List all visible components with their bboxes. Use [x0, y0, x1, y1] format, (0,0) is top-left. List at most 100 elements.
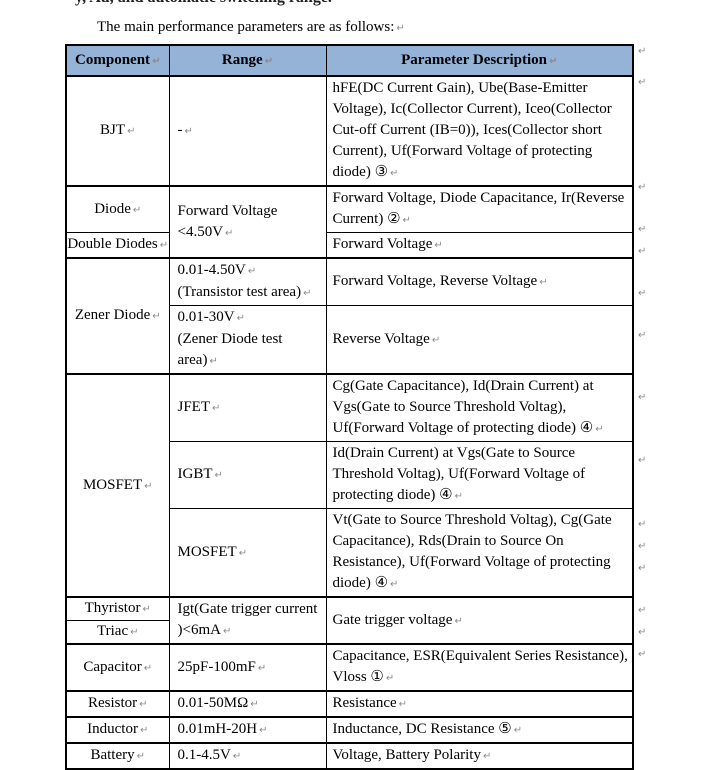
cell-range-jfet: JFET ↵ — [168, 373, 327, 442]
cell-mark: ↵ — [142, 604, 151, 615]
cell-mark: ↵ — [212, 403, 221, 414]
cell-mark: ↵ — [257, 662, 267, 674]
cell-mark: ↵ — [482, 751, 492, 762]
cell-description-jfet: Cg(Gate Capacitance), Id(Drain Current) … — [325, 373, 634, 442]
row-end-mark: ↵ — [638, 627, 647, 638]
cell-mark: ↵ — [431, 334, 441, 346]
intro-text: The main performance parameters are as f… — [97, 19, 395, 35]
row-end-mark: ↵ — [638, 46, 647, 57]
cell-component-double-diodes: Double Diodes ↵ — [65, 232, 170, 259]
row-battery: Battery ↵ 0.1-4.5V ↵ Voltage, Battery Pola… — [65, 742, 634, 770]
row-end-mark: ↵ — [638, 519, 647, 530]
cell-description-battery: Voltage, Battery Polarity ↵ — [325, 742, 634, 770]
cell-range-resistor: 0.01-50MΩ ↵ — [168, 690, 327, 718]
cell-mark: ↵ — [139, 725, 149, 736]
cell-range-zener-1: 0.01-4.50V ↵ (Transistor test area) ↵ — [168, 257, 327, 306]
cell-mark: ↵ — [247, 266, 257, 277]
row-end-mark: ↵ — [638, 455, 647, 466]
cell-mark: ↵ — [398, 699, 408, 710]
cell-range-diode-group: Forward Voltage <4.50V ↵ — [168, 185, 327, 259]
cell-description-mosfet: Vt(Gate to Source Threshold Voltag), Cg(… — [325, 508, 634, 598]
cell-range-inductor: 0.01mH-20H ↵ — [168, 716, 327, 744]
cell-mark: ↵ — [390, 168, 399, 179]
clipped-top-line-text: y, Au, and automatic switching range. — [75, 0, 635, 7]
cell-range-thyristor-triac: Igt(Gate trigger current )<6mA ↵ — [168, 596, 327, 645]
cell-description-zener-2: Reverse Voltage ↵ — [325, 305, 634, 375]
row-end-mark: ↵ — [638, 392, 647, 403]
cell-component-battery: Battery ↵ — [65, 742, 170, 770]
row-zener-1: Zener Diode ↵ 0.01-4.50V ↵ (Transistor tes… — [65, 257, 634, 375]
cell-mark: ↵ — [144, 480, 153, 492]
cell-mark: ↵ — [152, 311, 161, 322]
cell-mark: ↵ — [130, 627, 139, 638]
cell-mark: ↵ — [136, 751, 146, 762]
cell-mark: ↵ — [159, 240, 169, 251]
cell-range-battery: 0.1-4.5V ↵ — [168, 742, 327, 770]
row-end-mark: ↵ — [638, 605, 647, 616]
cell-mark: ↵ — [127, 126, 136, 137]
cell-mark: ↵ — [250, 699, 259, 710]
row-resistor: Resistor ↵ 0.01-50MΩ ↵ Resistance ↵ — [65, 690, 634, 718]
cell-mark: ↵ — [143, 662, 153, 674]
row-mosfet: MOSFET ↵ Vt(Gate to Source Threshold Volt… — [66, 508, 634, 598]
cell-mark: ↵ — [238, 547, 248, 559]
cell-description-resistor: Resistance ↵ — [325, 690, 634, 718]
row-end-mark: ↵ — [638, 563, 647, 574]
row-inductor: Inductor ↵ 0.01mH-20H ↵ Inductance, DC Res… — [65, 716, 634, 744]
table-header-row: Component ↵ Range ↵ Parameter Description ↵ — [65, 44, 634, 77]
document-page: { "document": { "top_clipped_line": "y, … — [65, 0, 647, 770]
cell-mark: ↵ — [152, 55, 161, 67]
cell-description-bjt: hFE(DC Current Gain), Ube(Base-Emitter V… — [325, 75, 634, 187]
clipped-top-line: y, Au, and automatic switching range. — [75, 0, 635, 8]
cell-component-resistor: Resistor ↵ — [65, 690, 170, 718]
row-end-mark: ↵ — [638, 541, 647, 552]
cell-range-zener-2: 0.01-30V ↵ (Zener Diode test area) ↵ — [168, 305, 327, 375]
row-end-mark: ↵ — [638, 182, 647, 193]
cell-description-diode: Forward Voltage, Diode Capacitance, Ir(R… — [325, 185, 634, 233]
paragraph-mark: ↵ — [396, 23, 405, 34]
row-bjt: BJT ↵ - ↵ hFE(DC Current Gain), Ube(Base-E… — [65, 75, 634, 187]
cell-range-bjt: - ↵ — [168, 75, 327, 187]
cell-mark: ↵ — [264, 55, 274, 67]
cell-description-zener-1: Forward Voltage, Reverse Voltage ↵ — [325, 257, 634, 306]
cell-mark: ↵ — [214, 470, 223, 481]
cell-component-triac: Triac ↵ — [65, 620, 170, 645]
cell-component-mosfet-group: MOSFET ↵ — [65, 373, 170, 598]
cell-mark: ↵ — [454, 491, 463, 502]
header-description: Parameter Description ↵ — [325, 44, 634, 77]
cell-component-bjt: BJT ↵ — [65, 75, 170, 187]
row-end-mark: ↵ — [638, 330, 647, 341]
row-triac: Triac ↵ — [65, 620, 633, 645]
cell-mark: ↵ — [595, 424, 604, 435]
cell-mark: ↵ — [385, 673, 395, 684]
cell-mark: ↵ — [236, 313, 245, 324]
cell-mark: ↵ — [513, 725, 523, 736]
row-end-mark: ↵ — [638, 649, 647, 660]
cell-mark: ↵ — [209, 356, 218, 367]
cell-range-mosfet: MOSFET ↵ — [168, 508, 327, 598]
row-end-mark: ↵ — [638, 246, 647, 257]
header-component: Component ↵ — [65, 44, 170, 77]
cell-mark: ↵ — [232, 751, 242, 762]
cell-mark: ↵ — [303, 288, 312, 299]
row-double-diodes: Double Diodes ↵ Forward Voltage ↵ — [65, 232, 634, 259]
cell-description-inductor: Inductance, DC Resistance ⑤ ↵ — [325, 716, 634, 744]
row-jfet: MOSFET ↵ JFET ↵ Cg(Gate Capacitance), Id(D… — [65, 373, 634, 598]
intro-paragraph: The main performance parameters are as f… — [97, 19, 405, 36]
cell-mark: ↵ — [402, 215, 411, 226]
row-end-mark: ↵ — [638, 77, 647, 88]
cell-mark: ↵ — [184, 126, 193, 137]
cell-mark: ↵ — [225, 227, 234, 239]
parameters-table: Component ↵ Range ↵ Parameter Description ↵… — [65, 44, 634, 770]
cell-description-double-diodes: Forward Voltage ↵ — [325, 232, 634, 259]
cell-mark: ↵ — [139, 699, 148, 710]
header-range: Range ↵ — [168, 44, 327, 77]
cell-description-thyristor-triac: Gate trigger voltage ↵ — [325, 596, 634, 645]
cell-component-zener: Zener Diode ↵ — [65, 257, 170, 375]
row-thyristor: Thyristor ↵ Igt(Gate trigger current )<6m… — [65, 596, 634, 645]
cell-mark: ↵ — [259, 725, 268, 736]
cell-mark: ↵ — [454, 615, 463, 627]
cell-mark: ↵ — [222, 626, 232, 637]
cell-mark: ↵ — [539, 277, 548, 288]
cell-mark: ↵ — [132, 204, 142, 216]
